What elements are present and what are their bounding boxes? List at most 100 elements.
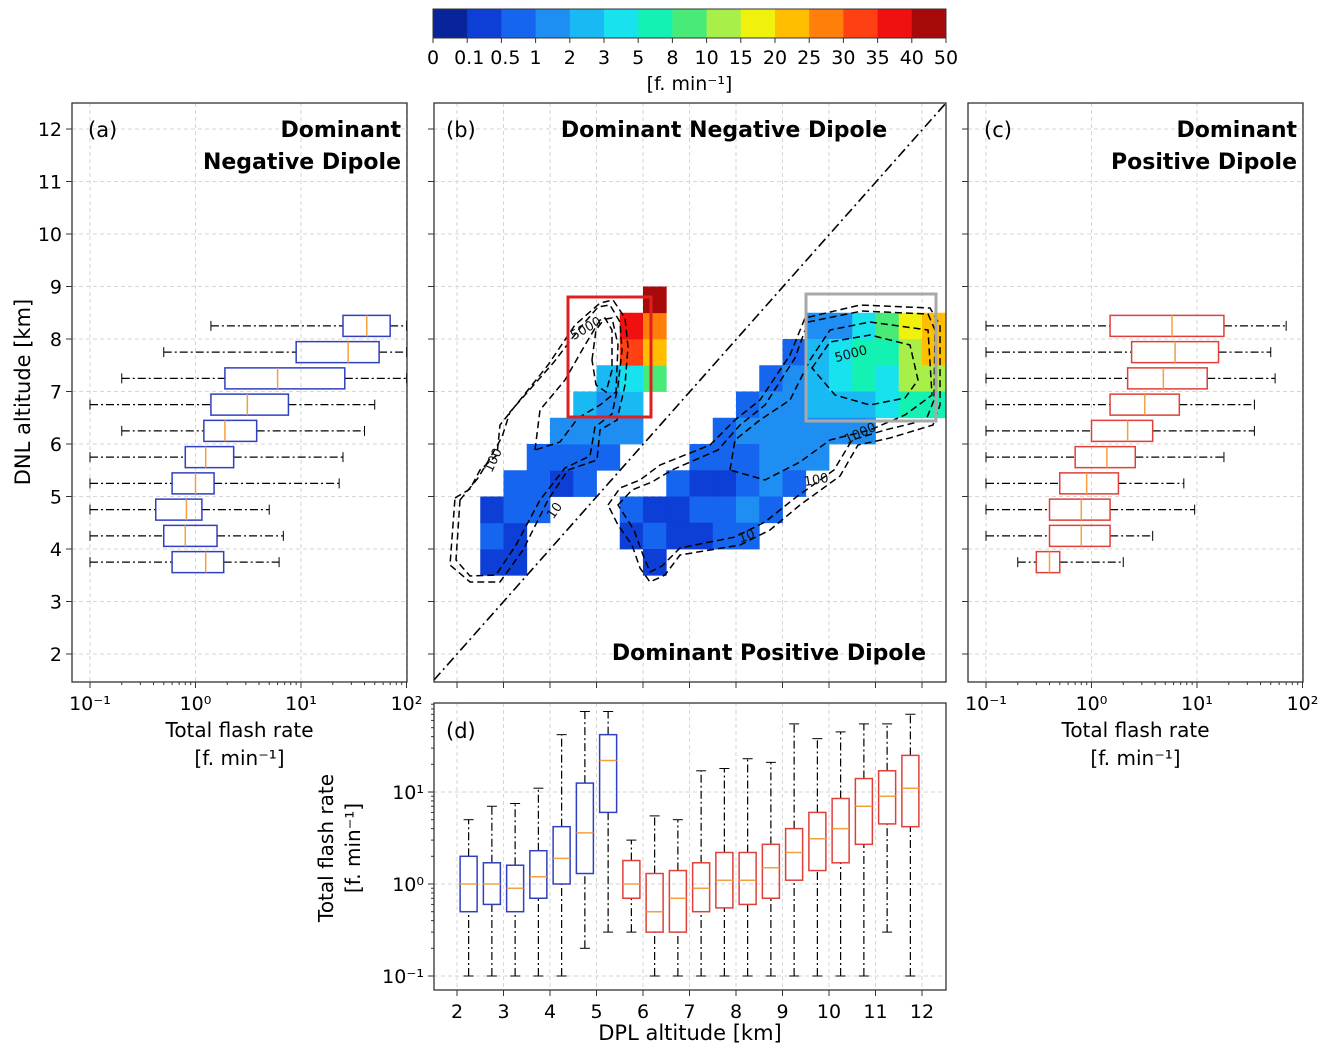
colorbar-cell xyxy=(467,9,502,38)
colorbar-tick-label: 50 xyxy=(934,47,958,69)
boxes-(a) xyxy=(89,314,407,574)
heatmap-cell xyxy=(643,549,667,576)
heatmap-cell xyxy=(712,417,737,445)
heatmap-cell xyxy=(619,339,644,366)
boxes-d xyxy=(459,710,920,977)
heatmap-cell xyxy=(759,391,783,419)
colorbar-unit-label: [f. min⁻¹] xyxy=(647,73,733,95)
x-axis-label: Total flash rate xyxy=(1061,718,1210,742)
heatmap-cell xyxy=(898,339,923,366)
colorbar-tick-label: 20 xyxy=(763,47,787,69)
heatmap-cell xyxy=(782,417,807,445)
heatmap-cell xyxy=(596,417,621,445)
colorbar-tick-label: 25 xyxy=(797,47,821,69)
heatmap-cell xyxy=(805,365,830,392)
colorbar-cell xyxy=(809,9,844,38)
heatmap-cell xyxy=(573,444,597,471)
panel-title-top: Dominant Negative Dipole xyxy=(561,118,887,143)
y-tick-label: 9 xyxy=(50,277,62,299)
heatmap-cell xyxy=(805,339,830,366)
heatmap-cell xyxy=(829,312,853,340)
x-tick-label: 10⁰ xyxy=(1076,693,1108,715)
contour-5000 xyxy=(811,334,919,406)
y-tick-label: 3 xyxy=(50,592,62,614)
x-axis-unit: [f. min⁻¹] xyxy=(1090,746,1180,770)
heatmap-cell xyxy=(852,312,876,340)
heatmap-cell xyxy=(619,391,644,419)
colorbar-tick-label: 10 xyxy=(695,47,719,69)
contour-1000 xyxy=(729,321,933,481)
heatmap-cell xyxy=(480,496,504,524)
heatmap-cell xyxy=(875,391,900,419)
one-to-one-line xyxy=(433,102,947,681)
y-tick-label: 6 xyxy=(50,434,62,456)
x-tick-label: 2 xyxy=(451,1001,463,1023)
heatmap-cell xyxy=(736,444,760,471)
heatmap-cell xyxy=(898,365,923,392)
heatmap-cell xyxy=(643,365,667,392)
heatmap-cell xyxy=(550,417,574,445)
x-tick-label: 10¹ xyxy=(285,693,317,715)
box xyxy=(575,782,595,875)
x-tick-label: 10⁰ xyxy=(180,693,212,715)
panel-title: Positive Dipole xyxy=(1111,150,1297,175)
heatmap-cell xyxy=(922,391,946,419)
heatmap-cell xyxy=(619,522,644,550)
heatmap-cell xyxy=(782,391,807,419)
heatmap-cell xyxy=(736,391,760,419)
contours xyxy=(449,299,941,583)
box xyxy=(877,770,897,825)
x-tick-label: 8 xyxy=(730,1001,742,1023)
heatmap-cell xyxy=(712,496,737,524)
box xyxy=(668,869,688,933)
box xyxy=(162,524,218,548)
heatmap-cell xyxy=(596,391,621,419)
contour-5000 xyxy=(591,316,613,394)
boxes-(c) xyxy=(985,314,1287,574)
heatmap-cell xyxy=(898,391,923,419)
colorbar-tick-label: 0.1 xyxy=(454,47,484,69)
colorbar-tick-label: 0 xyxy=(427,47,439,69)
colorbar-cell xyxy=(740,9,776,38)
heatmap-cell xyxy=(666,522,690,550)
y-tick-label: 2 xyxy=(50,644,62,666)
heatmap-cell xyxy=(526,496,551,524)
y-axis-unit: [f. min⁻¹] xyxy=(341,803,365,893)
x-tick-label: 5 xyxy=(590,1001,602,1023)
contour-label: 100 xyxy=(803,471,830,490)
heatmap-cell xyxy=(782,470,807,497)
heatmap-cell xyxy=(736,417,760,445)
heatmap-cell xyxy=(526,444,551,471)
panel-title: Dominant xyxy=(280,118,401,143)
heatmap-cell xyxy=(712,470,737,497)
heatmap-cell xyxy=(829,391,853,419)
colorbar-tick-label: 2 xyxy=(564,47,576,69)
box xyxy=(598,733,618,814)
box xyxy=(761,843,781,900)
x-tick-label: 10² xyxy=(1287,693,1319,715)
box xyxy=(691,862,711,913)
box xyxy=(203,419,258,443)
panel-title: Dominant xyxy=(1176,118,1297,143)
box xyxy=(184,445,235,469)
colorbar-tick-label: 1 xyxy=(530,47,542,69)
y-tick-label: 8 xyxy=(50,329,62,351)
x-tick-label: 3 xyxy=(497,1001,509,1023)
heatmap-cell xyxy=(736,522,760,550)
panel-label: (a) xyxy=(88,118,117,142)
heatmap-cell xyxy=(643,286,667,314)
box xyxy=(738,851,757,906)
y-tick-label: 10⁻¹ xyxy=(382,966,424,988)
x-tick-label: 4 xyxy=(544,1001,556,1023)
frame-(a) xyxy=(71,102,408,683)
heatmap-cell xyxy=(550,444,574,471)
heatmap-cell xyxy=(573,470,597,497)
box xyxy=(854,777,874,846)
x-axis-label: Total flash rate xyxy=(165,718,314,742)
y-tick-label: 7 xyxy=(50,382,62,404)
box xyxy=(1035,550,1061,574)
heatmap-cell xyxy=(898,312,923,340)
y-axis-label: Total flash rate xyxy=(314,774,338,923)
colorbar-tick-label: 15 xyxy=(729,47,753,69)
heatmap-cell xyxy=(759,365,783,392)
